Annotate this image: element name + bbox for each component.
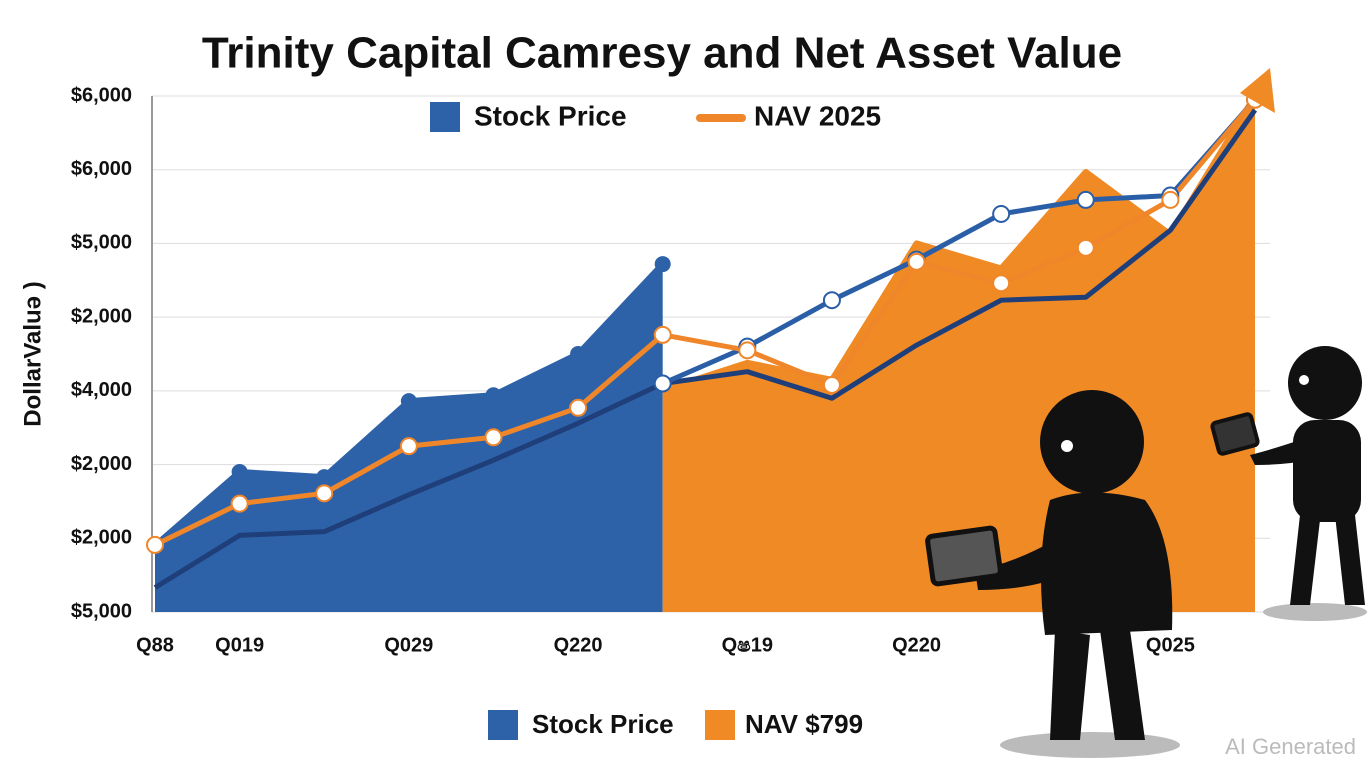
point (231, 463, 248, 480)
y-tick-label: $5,000 (71, 600, 132, 622)
y-tick-label: $2,000 (71, 305, 132, 327)
legend-label: NAV 2025 (754, 100, 881, 131)
y-tick-label: $2,000 (71, 527, 132, 549)
point (1076, 238, 1095, 257)
shadow (1000, 732, 1180, 758)
x-tick-label: Q220 (892, 634, 941, 656)
shadow (1263, 603, 1367, 621)
x-tick-label: Qෂ19 (722, 634, 773, 656)
point (485, 387, 502, 404)
point (654, 256, 671, 273)
person-body (1041, 492, 1173, 635)
point (146, 535, 164, 554)
person-eye (1061, 440, 1073, 452)
x-tick-label: Q220 (554, 634, 603, 656)
point (822, 291, 841, 310)
point (570, 346, 587, 362)
person-arm (1140, 520, 1166, 628)
y-tick-label: $4,000 (71, 379, 132, 401)
chart-title: Trinity Capital Camresy and Net Asset Va… (202, 29, 1122, 78)
arrow-head (1240, 68, 1275, 113)
y-tick-label: $2,000 (71, 453, 132, 475)
point (1161, 190, 1180, 209)
point (738, 341, 757, 360)
y-tick-label: $5,000 (71, 232, 132, 254)
legend-label: Stock Price (474, 100, 627, 131)
x-tick-label: Q029 (384, 634, 433, 656)
legend-label: NAV $799 (745, 709, 863, 739)
line (661, 98, 1257, 386)
legend-label: Stock Price (532, 709, 674, 739)
illustration (925, 346, 1367, 758)
point (1076, 190, 1095, 209)
legend-swatch (430, 102, 460, 132)
x-tick-label: Q025 (1146, 634, 1195, 656)
person-legs (1290, 515, 1365, 605)
x-tick-label: Q88 (136, 634, 174, 656)
point (315, 484, 334, 503)
point (907, 252, 926, 271)
point (484, 428, 503, 447)
area-edge (661, 94, 1258, 393)
person-arm (1250, 440, 1310, 465)
point (399, 437, 418, 456)
person-head (1040, 390, 1144, 494)
person-eye (1299, 375, 1309, 385)
x-tick-label: Q019 (215, 634, 264, 656)
point (653, 325, 672, 344)
person-legs (1050, 630, 1145, 740)
point (569, 398, 588, 417)
point (230, 494, 249, 513)
legend-swatch (705, 710, 735, 740)
point (400, 393, 417, 410)
legend-swatch (488, 710, 518, 740)
y-tick-label: $6,000 (71, 84, 132, 106)
point (822, 375, 841, 394)
line (153, 98, 1257, 548)
point (653, 374, 672, 393)
person-body (1293, 420, 1361, 522)
tablet (925, 525, 1003, 587)
person-head (1288, 346, 1362, 420)
y-tick-label: $6,000 (71, 158, 132, 180)
y-axis-label: DollarValuə ) (19, 281, 46, 426)
point (316, 469, 333, 486)
line (153, 108, 1258, 590)
point (992, 204, 1011, 223)
tablet (1210, 412, 1260, 456)
watermark: AI Generated (1225, 734, 1356, 759)
point (992, 274, 1011, 293)
